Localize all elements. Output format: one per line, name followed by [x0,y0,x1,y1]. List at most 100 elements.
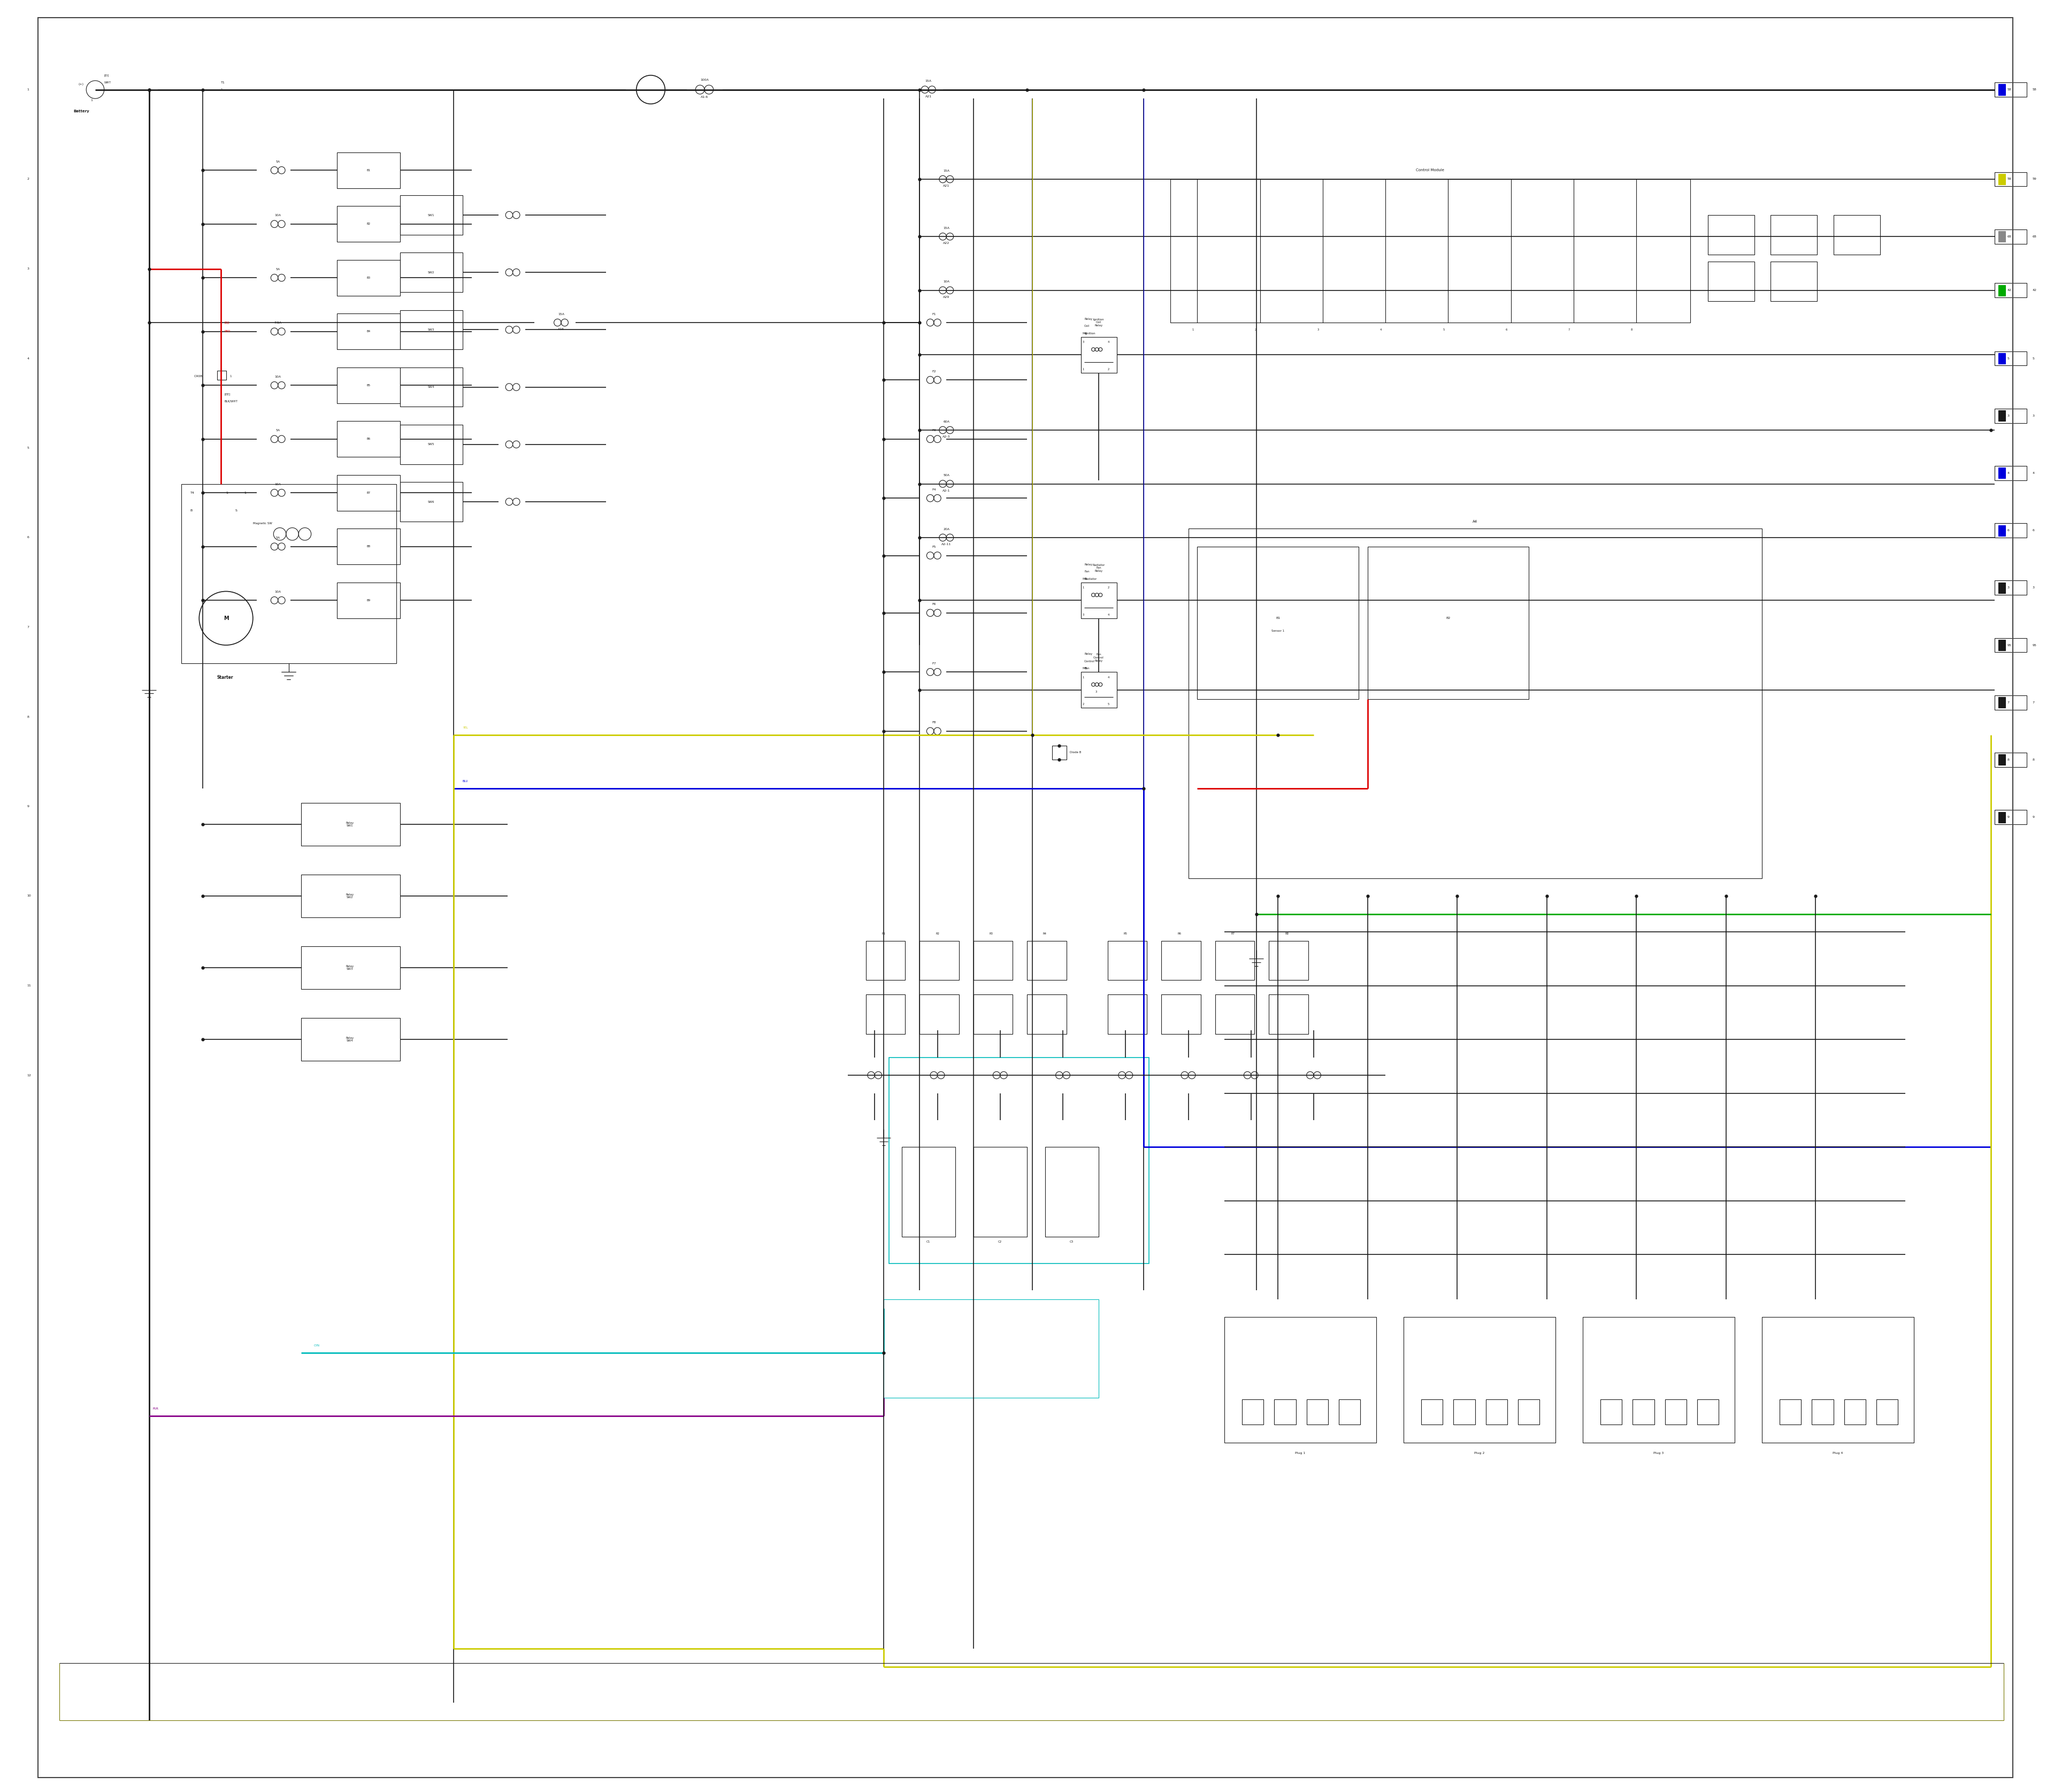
Text: B2: B2 [1446,616,1450,620]
Text: 1: 1 [90,99,92,102]
Text: F4: F4 [933,489,937,491]
Text: C1: C1 [926,1240,930,1244]
Bar [865,995,906,1034]
Text: F8: F8 [933,722,937,724]
Text: 9: 9 [27,805,29,808]
Bar [974,1147,1027,1236]
Text: Plug 4: Plug 4 [1832,1452,1842,1455]
Text: T4: T4 [191,491,195,495]
Text: Plug 3: Plug 3 [1653,1452,1664,1455]
Bar [1999,285,2005,296]
Text: [EJ]: [EJ] [224,321,230,324]
Bar [1999,84,2005,95]
Text: SW3: SW3 [427,328,435,332]
Text: 50A: 50A [943,475,949,477]
Text: 1: 1 [226,491,228,495]
Text: 4: 4 [2031,471,2033,475]
Bar [1080,582,1117,618]
Text: SW6: SW6 [427,500,435,504]
Bar [889,1057,1148,1263]
Text: 42: 42 [2007,289,2011,292]
Text: B5: B5 [366,383,370,387]
Bar [337,582,401,618]
Text: Relay: Relay [1085,317,1093,321]
Text: SW1: SW1 [427,213,435,217]
Text: B7: B7 [366,491,370,495]
Text: 58: 58 [2007,88,2011,91]
Text: 11: 11 [27,984,31,987]
Bar [865,941,906,980]
Bar [1582,1317,1736,1443]
Text: A2-11: A2-11 [941,543,951,545]
Bar [1197,547,1358,699]
Text: A21: A21 [924,95,933,97]
Text: Radiator: Radiator [1085,577,1097,581]
Text: A1-6: A1-6 [700,95,709,99]
Bar [1999,174,2005,185]
Bar [1052,745,1066,760]
Bar [1994,581,2027,595]
Text: 2: 2 [27,177,29,181]
Bar [1779,1400,1801,1425]
Bar [1107,941,1146,980]
Text: BLK/WHT: BLK/WHT [224,400,238,403]
Bar [974,995,1013,1034]
Bar [1994,172,2027,186]
Text: M4: M4 [1082,332,1087,335]
Text: B1: B1 [1276,616,1280,620]
Text: Relay
SW3: Relay SW3 [345,964,353,971]
Bar [1999,410,2005,421]
Text: 3: 3 [27,267,29,271]
Text: T1: T1 [220,81,224,84]
Text: C3: C3 [1070,1240,1074,1244]
Text: 6: 6 [2007,529,2009,532]
Text: C408: C408 [193,375,203,378]
Bar [974,941,1013,980]
Bar [337,260,401,296]
Text: M: M [224,616,228,620]
Text: R3: R3 [990,932,992,935]
Bar [302,946,401,989]
Bar [337,367,401,403]
Text: F2: F2 [933,371,937,373]
Text: 1: 1 [244,491,246,495]
Bar [1600,1400,1623,1425]
Bar [1999,582,2005,593]
Text: A21: A21 [943,185,949,186]
Text: Control Module: Control Module [1415,168,1444,172]
Text: Magnetic SW: Magnetic SW [253,521,271,525]
Bar [1045,1147,1099,1236]
Text: R8: R8 [1286,932,1288,935]
Bar [1224,1317,1376,1443]
Bar [1080,672,1117,708]
Text: F1: F1 [933,314,937,315]
Bar [337,206,401,242]
Bar [883,1299,1099,1398]
Text: 5: 5 [27,446,29,450]
Text: Relay: Relay [1085,652,1093,656]
Text: (+): (+) [78,82,84,86]
Bar [401,482,462,521]
Text: 5A: 5A [275,538,279,539]
Text: 4: 4 [27,357,29,360]
Text: Starter: Starter [218,676,234,679]
Bar [1999,231,2005,242]
Text: Relay: Relay [1085,563,1093,566]
Bar [1994,753,2027,767]
Text: [EI]: [EI] [105,73,109,77]
Bar [902,1147,955,1236]
Bar [1709,262,1754,301]
Text: 3: 3 [2007,586,2009,590]
Text: R1: R1 [881,932,885,935]
Bar [1306,1400,1329,1425]
Bar [1161,995,1202,1034]
Text: SW5: SW5 [427,443,435,446]
Bar [1273,1400,1296,1425]
Bar [1697,1400,1719,1425]
Bar [1834,215,1879,254]
Bar [1999,525,2005,536]
Text: 3: 3 [2031,586,2033,590]
Bar [1994,351,2027,366]
Text: 7: 7 [2007,701,2009,704]
Bar [1994,283,2027,297]
